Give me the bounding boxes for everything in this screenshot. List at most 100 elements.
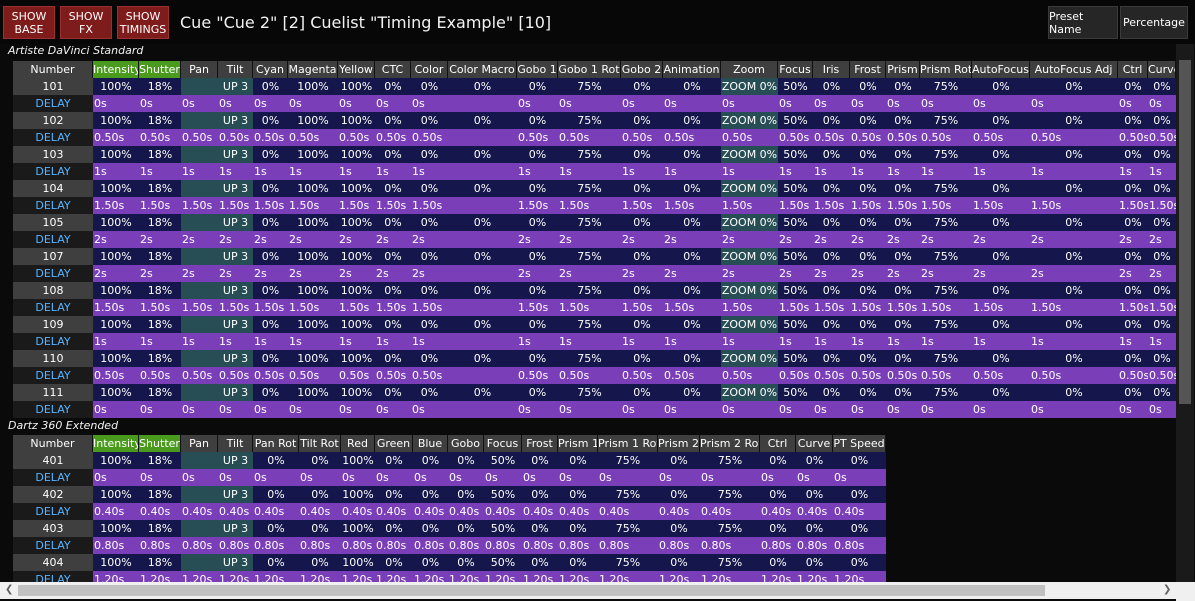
value-cell: 0% xyxy=(558,554,598,571)
value-cell: 0% xyxy=(411,350,448,367)
table-row[interactable]: 105 100% 18% UP 3 0% 100% 100% 0% 0% 0% 0% 75% 0% 0% Z… xyxy=(0,214,1176,231)
delay-cell: 2s xyxy=(920,231,972,248)
delay-row[interactable]: DELAY 1s 1s 1s 1s 1s 1s 1s 1s 1s 1s 1s 1s 1s 1s 1s 1s 1s 1… xyxy=(0,163,1176,180)
value-cell: ZOOM 0% xyxy=(721,112,778,129)
delay-cell: 1.50s xyxy=(850,197,886,214)
show-fx-button[interactable]: SHOW FX xyxy=(60,6,112,39)
value-cell: 0% xyxy=(1030,248,1118,265)
column-header-color-macro: Color Macro xyxy=(448,61,517,78)
table-row[interactable]: 107 100% 18% UP 3 0% 100% 100% 0% 0% 0% 0% 75% 0% 0% Z… xyxy=(0,248,1176,265)
delay-cell: 1.50s xyxy=(411,197,448,214)
value-cell: 0% xyxy=(1118,78,1148,95)
delay-cell: 0.50s xyxy=(1148,367,1176,384)
fixture-number: 402 xyxy=(13,486,93,503)
value-cell: 0% xyxy=(663,214,721,231)
delay-cell: 0.50s xyxy=(721,129,778,146)
delay-cell: 0.80s xyxy=(299,537,341,554)
delay-cell: 0.80s xyxy=(253,537,299,554)
horizontal-scrollbar[interactable]: ❮ ❯ xyxy=(0,582,1176,599)
value-cell: 0% xyxy=(448,180,517,197)
section-label-dartz: Dartz 360 Extended xyxy=(8,419,119,432)
value-cell: 75% xyxy=(558,112,621,129)
delay-cell: 1s xyxy=(663,333,721,350)
delay-cell: 0.80s xyxy=(484,537,522,554)
delay-cell: 1.50s xyxy=(1118,299,1148,316)
value-cell: 18% xyxy=(139,554,181,571)
value-cell: 75% xyxy=(920,78,972,95)
delay-cell: 0.80s xyxy=(522,537,558,554)
delay-cell: 0.40s xyxy=(522,503,558,520)
delay-cell: 2s xyxy=(1118,265,1148,282)
vertical-scrollbar[interactable] xyxy=(1176,44,1194,582)
scroll-left-icon[interactable]: ❮ xyxy=(5,584,14,595)
delay-cell: 0.40s xyxy=(299,503,341,520)
value-cell: 0% xyxy=(813,112,850,129)
delay-row[interactable]: DELAY 0s 0s 0s 0s 0s 0s 0s 0s 0s 0s 0s 0s 0s 0s 0s 0s 0s 0… xyxy=(0,401,1176,418)
table-row[interactable]: 403 100% 18% UP 3 0% 0% 100% 0% 0% 0% 50% 0% 0% 75% 0%… xyxy=(0,520,1176,537)
value-cell: 100% xyxy=(93,78,139,95)
table-row[interactable]: 110 100% 18% UP 3 0% 100% 100% 0% 0% 0% 0% 75% 0% 0% Z… xyxy=(0,350,1176,367)
delay-cell: 1s xyxy=(813,333,850,350)
horizontal-scroll-thumb[interactable] xyxy=(18,585,1045,596)
table-row[interactable]: 401 100% 18% UP 3 0% 0% 100% 0% 0% 0% 50% 0% 0% 75% 0%… xyxy=(0,452,1176,469)
fixture-number: 110 xyxy=(13,350,93,367)
delay-cell: 0.40s xyxy=(139,503,181,520)
value-cell: 50% xyxy=(484,486,522,503)
delay-cell: 0.40s xyxy=(760,503,796,520)
value-cell: 100% xyxy=(288,350,338,367)
scroll-right-icon[interactable]: ❯ xyxy=(1163,584,1172,595)
delay-row[interactable]: DELAY 0s 0s 0s 0s 0s 0s 0s 0s 0s 0s 0s 0s 0s 0s 0s 0s 0s 0… xyxy=(0,469,1176,486)
value-cell: UP 3 xyxy=(218,180,253,197)
delay-cell: 1s xyxy=(1030,163,1118,180)
delay-cell: 0.50s xyxy=(813,129,850,146)
delay-row[interactable]: DELAY 0.50s 0.50s 0.50s 0.50s 0.50s 0.50s 0.50s… xyxy=(0,129,1176,146)
delay-cell: 0s xyxy=(288,401,338,418)
value-cell: 0% xyxy=(813,384,850,401)
delay-row[interactable]: DELAY 0s 0s 0s 0s 0s 0s 0s 0s 0s 0s 0s 0s 0s 0s 0s 0s 0s 0… xyxy=(0,95,1176,112)
delay-cell: 0.80s xyxy=(796,537,833,554)
value-cell: 0% xyxy=(663,316,721,333)
column-header-tilt: Tilt xyxy=(218,61,253,78)
show-timings-button[interactable]: SHOW TIMINGS xyxy=(117,6,169,39)
value-cell: 0% xyxy=(448,78,517,95)
delay-cell: 0s xyxy=(411,401,448,418)
table-row[interactable]: 404 100% 18% UP 3 0% 0% 100% 0% 0% 0% 50% 0% 0% 75% 0%… xyxy=(0,554,1176,571)
fixture-number: 401 xyxy=(13,452,93,469)
value-cell: 100% xyxy=(338,350,375,367)
table-row[interactable]: 108 100% 18% UP 3 0% 100% 100% 0% 0% 0% 0% 75% 0% 0% Z… xyxy=(0,282,1176,299)
table-row[interactable]: 101 100% 18% UP 3 0% 100% 100% 0% 0% 0% 0% 75% 0% 0% Z… xyxy=(0,78,1176,95)
table-row[interactable]: 103 100% 18% UP 3 0% 100% 100% 0% 0% 0% 0% 75% 0% 0% Z… xyxy=(0,146,1176,163)
delay-cell: 0.80s xyxy=(448,537,484,554)
value-cell: 0% xyxy=(663,78,721,95)
vertical-scroll-thumb[interactable] xyxy=(1179,60,1191,404)
delay-row[interactable]: DELAY 2s 2s 2s 2s 2s 2s 2s 2s 2s 2s 2s 2s 2s 2s 2s 2s 2s 2… xyxy=(0,231,1176,248)
value-cell: 0% xyxy=(1118,214,1148,231)
table-row[interactable]: 104 100% 18% UP 3 0% 100% 100% 0% 0% 0% 0% 75% 0% 0% Z… xyxy=(0,180,1176,197)
delay-row[interactable]: DELAY 0.40s 0.40s 0.40s 0.40s 0.40s 0.40s 0.40s… xyxy=(0,503,1176,520)
table-row[interactable]: 109 100% 18% UP 3 0% 100% 100% 0% 0% 0% 0% 75% 0% 0% Z… xyxy=(0,316,1176,333)
column-header-ctc: CTC xyxy=(375,61,411,78)
delay-row[interactable]: DELAY 2s 2s 2s 2s 2s 2s 2s 2s 2s 2s 2s 2s 2s 2s 2s 2s 2s 2… xyxy=(0,265,1176,282)
table-row[interactable]: 102 100% 18% UP 3 0% 100% 100% 0% 0% 0% 0% 75% 0% 0% Z… xyxy=(0,112,1176,129)
show-base-button[interactable]: SHOW BASE xyxy=(3,6,55,39)
table-row[interactable]: 402 100% 18% UP 3 0% 0% 100% 0% 0% 0% 50% 0% 0% 75% 0%… xyxy=(0,486,1176,503)
delay-cell: 2s xyxy=(93,265,139,282)
delay-row[interactable]: DELAY 1s 1s 1s 1s 1s 1s 1s 1s 1s 1s 1s 1s 1s 1s 1s 1s 1s 1… xyxy=(0,333,1176,350)
fixture-number: 105 xyxy=(13,214,93,231)
delay-row[interactable]: DELAY 1.50s 1.50s 1.50s 1.50s 1.50s 1.50s 1.50s… xyxy=(0,299,1176,316)
preset-name-button[interactable]: Preset Name xyxy=(1048,6,1118,39)
column-header-autofocus: AutoFocus xyxy=(972,61,1030,78)
value-cell: 100% xyxy=(338,146,375,163)
table-row[interactable]: 111 100% 18% UP 3 0% 100% 100% 0% 0% 0% 0% 75% 0% 0% Z… xyxy=(0,384,1176,401)
delay-cell: 0.50s xyxy=(663,129,721,146)
delay-cell: 0.50s xyxy=(1118,129,1148,146)
delay-cell: 2s xyxy=(813,231,850,248)
value-cell xyxy=(181,554,218,571)
value-cell: 100% xyxy=(93,248,139,265)
delay-row[interactable]: DELAY 0.80s 0.80s 0.80s 0.80s 0.80s 0.80s 0.80s… xyxy=(0,537,1176,554)
delay-row[interactable]: DELAY 1.50s 1.50s 1.50s 1.50s 1.50s 1.50s 1.50s… xyxy=(0,197,1176,214)
delay-row[interactable]: DELAY 0.50s 0.50s 0.50s 0.50s 0.50s 0.50s 0.50s… xyxy=(0,367,1176,384)
delay-cell: 1.50s xyxy=(1030,197,1118,214)
percentage-button[interactable]: Percentage xyxy=(1120,6,1188,39)
value-cell: 18% xyxy=(139,112,181,129)
